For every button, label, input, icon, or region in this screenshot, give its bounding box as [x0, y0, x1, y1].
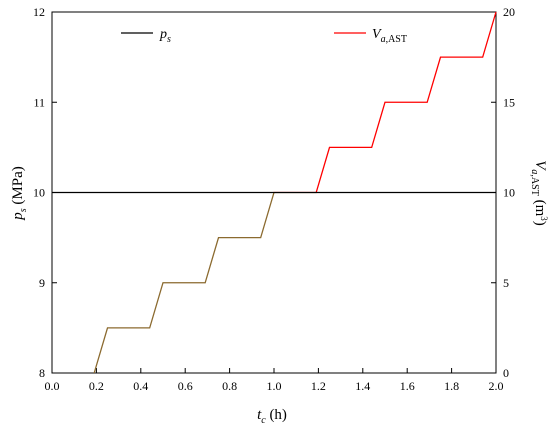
tick-labels-layer: 0.0 0.2 0.4 0.6 0.8 1.0 1.2 1.4 1.6 1.8 2.0 8 9 10 11 1… — [33, 5, 515, 393]
series-layer — [52, 11, 497, 374]
x-tick-label: 0.6 — [178, 379, 193, 393]
left-y-tick-label: 8 — [39, 366, 45, 380]
left-axis-title: ps (MPa) — [10, 166, 29, 220]
legend: ps Va,AST — [121, 27, 407, 45]
x-tick-label: 0.0 — [45, 379, 60, 393]
right-y-tick-label: 20 — [503, 5, 515, 19]
right-y-tick-label: 15 — [503, 95, 515, 109]
right-y-tick-label: 0 — [503, 366, 509, 380]
left-y-tick-label: 12 — [33, 5, 45, 19]
x-tick-label: 0.4 — [133, 379, 148, 393]
x-tick-label: 1.4 — [355, 379, 370, 393]
right-axis-title: Va,AST (m3) — [529, 160, 549, 226]
va-ast-series-line — [273, 11, 497, 193]
x-tick-label: 2.0 — [489, 379, 504, 393]
x-tick-label: 1.0 — [267, 379, 282, 393]
va-ast-series-line-lower — [93, 192, 317, 374]
legend-va-ast-label: Va,AST — [372, 27, 407, 45]
x-axis-title: tc (h) — [257, 407, 287, 426]
x-tick-label: 1.2 — [311, 379, 326, 393]
x-tick-label: 1.6 — [400, 379, 415, 393]
right-y-tick-label: 5 — [503, 276, 509, 290]
x-tick-label: 1.8 — [444, 379, 459, 393]
left-y-tick-label: 10 — [33, 186, 45, 200]
left-y-tick-label: 11 — [33, 95, 45, 109]
right-y-tick-label: 10 — [503, 186, 515, 200]
left-y-tick-label: 9 — [39, 276, 45, 290]
x-tick-label: 0.2 — [89, 379, 104, 393]
x-tick-label: 0.8 — [222, 379, 237, 393]
legend-ps-label: ps — [159, 27, 171, 45]
